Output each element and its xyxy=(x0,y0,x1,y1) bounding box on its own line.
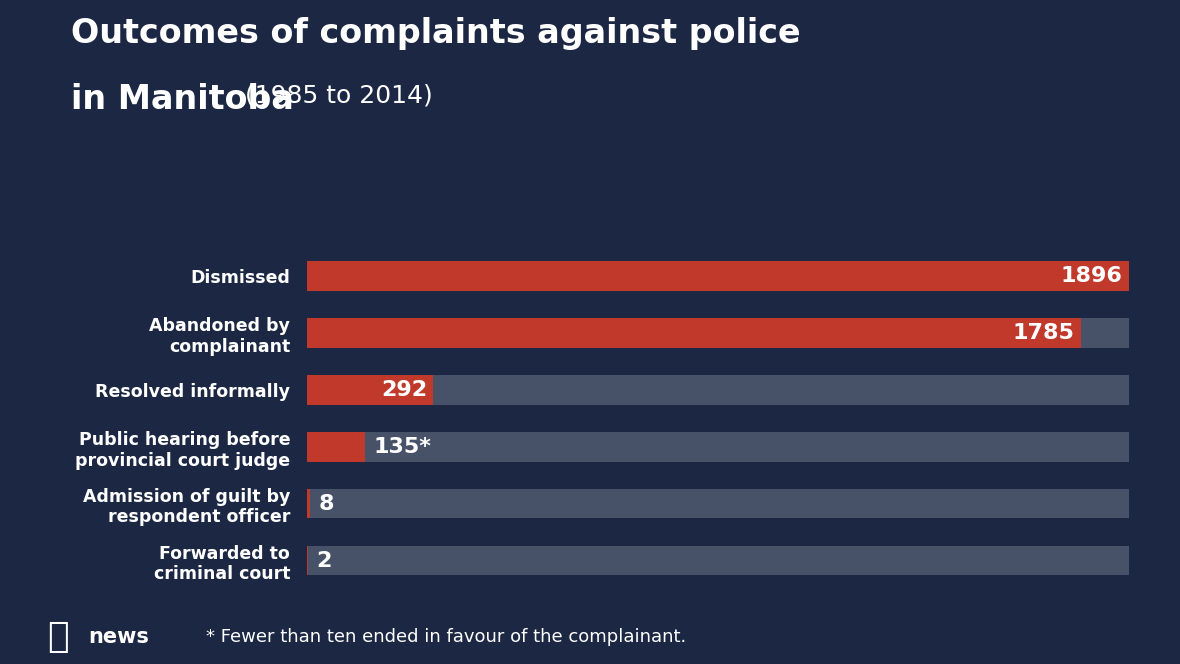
Text: * Fewer than ten ended in favour of the complainant.: * Fewer than ten ended in favour of the … xyxy=(206,628,687,647)
Text: (1985 to 2014): (1985 to 2014) xyxy=(245,83,433,107)
Text: 2: 2 xyxy=(316,550,332,570)
Text: 292: 292 xyxy=(381,380,427,400)
Text: news: news xyxy=(88,627,150,647)
Text: Outcomes of complaints against police: Outcomes of complaints against police xyxy=(71,17,800,50)
Text: 1896: 1896 xyxy=(1061,266,1122,286)
Text: 135*: 135* xyxy=(374,437,432,457)
Text: 1785: 1785 xyxy=(1012,323,1074,343)
Bar xyxy=(307,261,1129,291)
Bar xyxy=(307,546,1129,576)
Text: 8: 8 xyxy=(319,494,334,514)
Bar xyxy=(307,318,1129,348)
Bar xyxy=(307,432,366,461)
Bar xyxy=(307,318,1081,348)
Bar xyxy=(307,261,1129,291)
Bar xyxy=(307,375,1129,404)
Text: ⦿: ⦿ xyxy=(47,620,68,655)
Text: in Manitoba: in Manitoba xyxy=(71,83,306,116)
Bar xyxy=(307,489,310,519)
Bar xyxy=(307,375,433,404)
Bar xyxy=(307,432,1129,461)
Bar xyxy=(307,489,1129,519)
